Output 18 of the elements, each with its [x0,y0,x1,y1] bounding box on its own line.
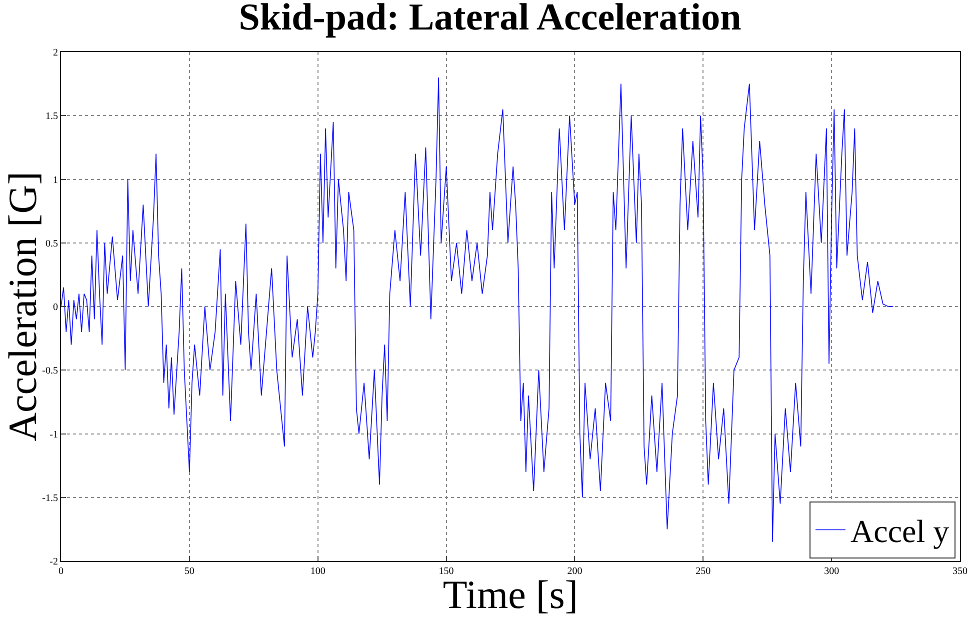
x-tick-label: 200 [567,566,582,577]
x-tick-label: 350 [952,566,968,577]
y-tick-label: -1 [50,429,58,440]
y-tick-label: -2 [50,556,58,568]
x-tick-label: 300 [824,566,840,577]
y-tick-label: 0 [53,302,58,313]
x-tick-label: 250 [696,566,711,577]
y-tick-label: 1 [53,174,58,186]
legend-label: Accel y [850,513,950,550]
y-tick-label: 1.5 [46,111,58,122]
y-tick-label: -1.5 [42,492,58,504]
chart-title: Skid-pad: Lateral Acceleration [238,0,742,39]
y-tick-label: 0.5 [46,238,58,250]
y-tick-label: -0.5 [42,366,58,377]
y-tick-label: 2 [53,48,58,58]
x-tick-label: 50 [184,566,194,577]
x-tick-label: 100 [310,566,326,577]
x-tick-label: 150 [438,566,454,577]
